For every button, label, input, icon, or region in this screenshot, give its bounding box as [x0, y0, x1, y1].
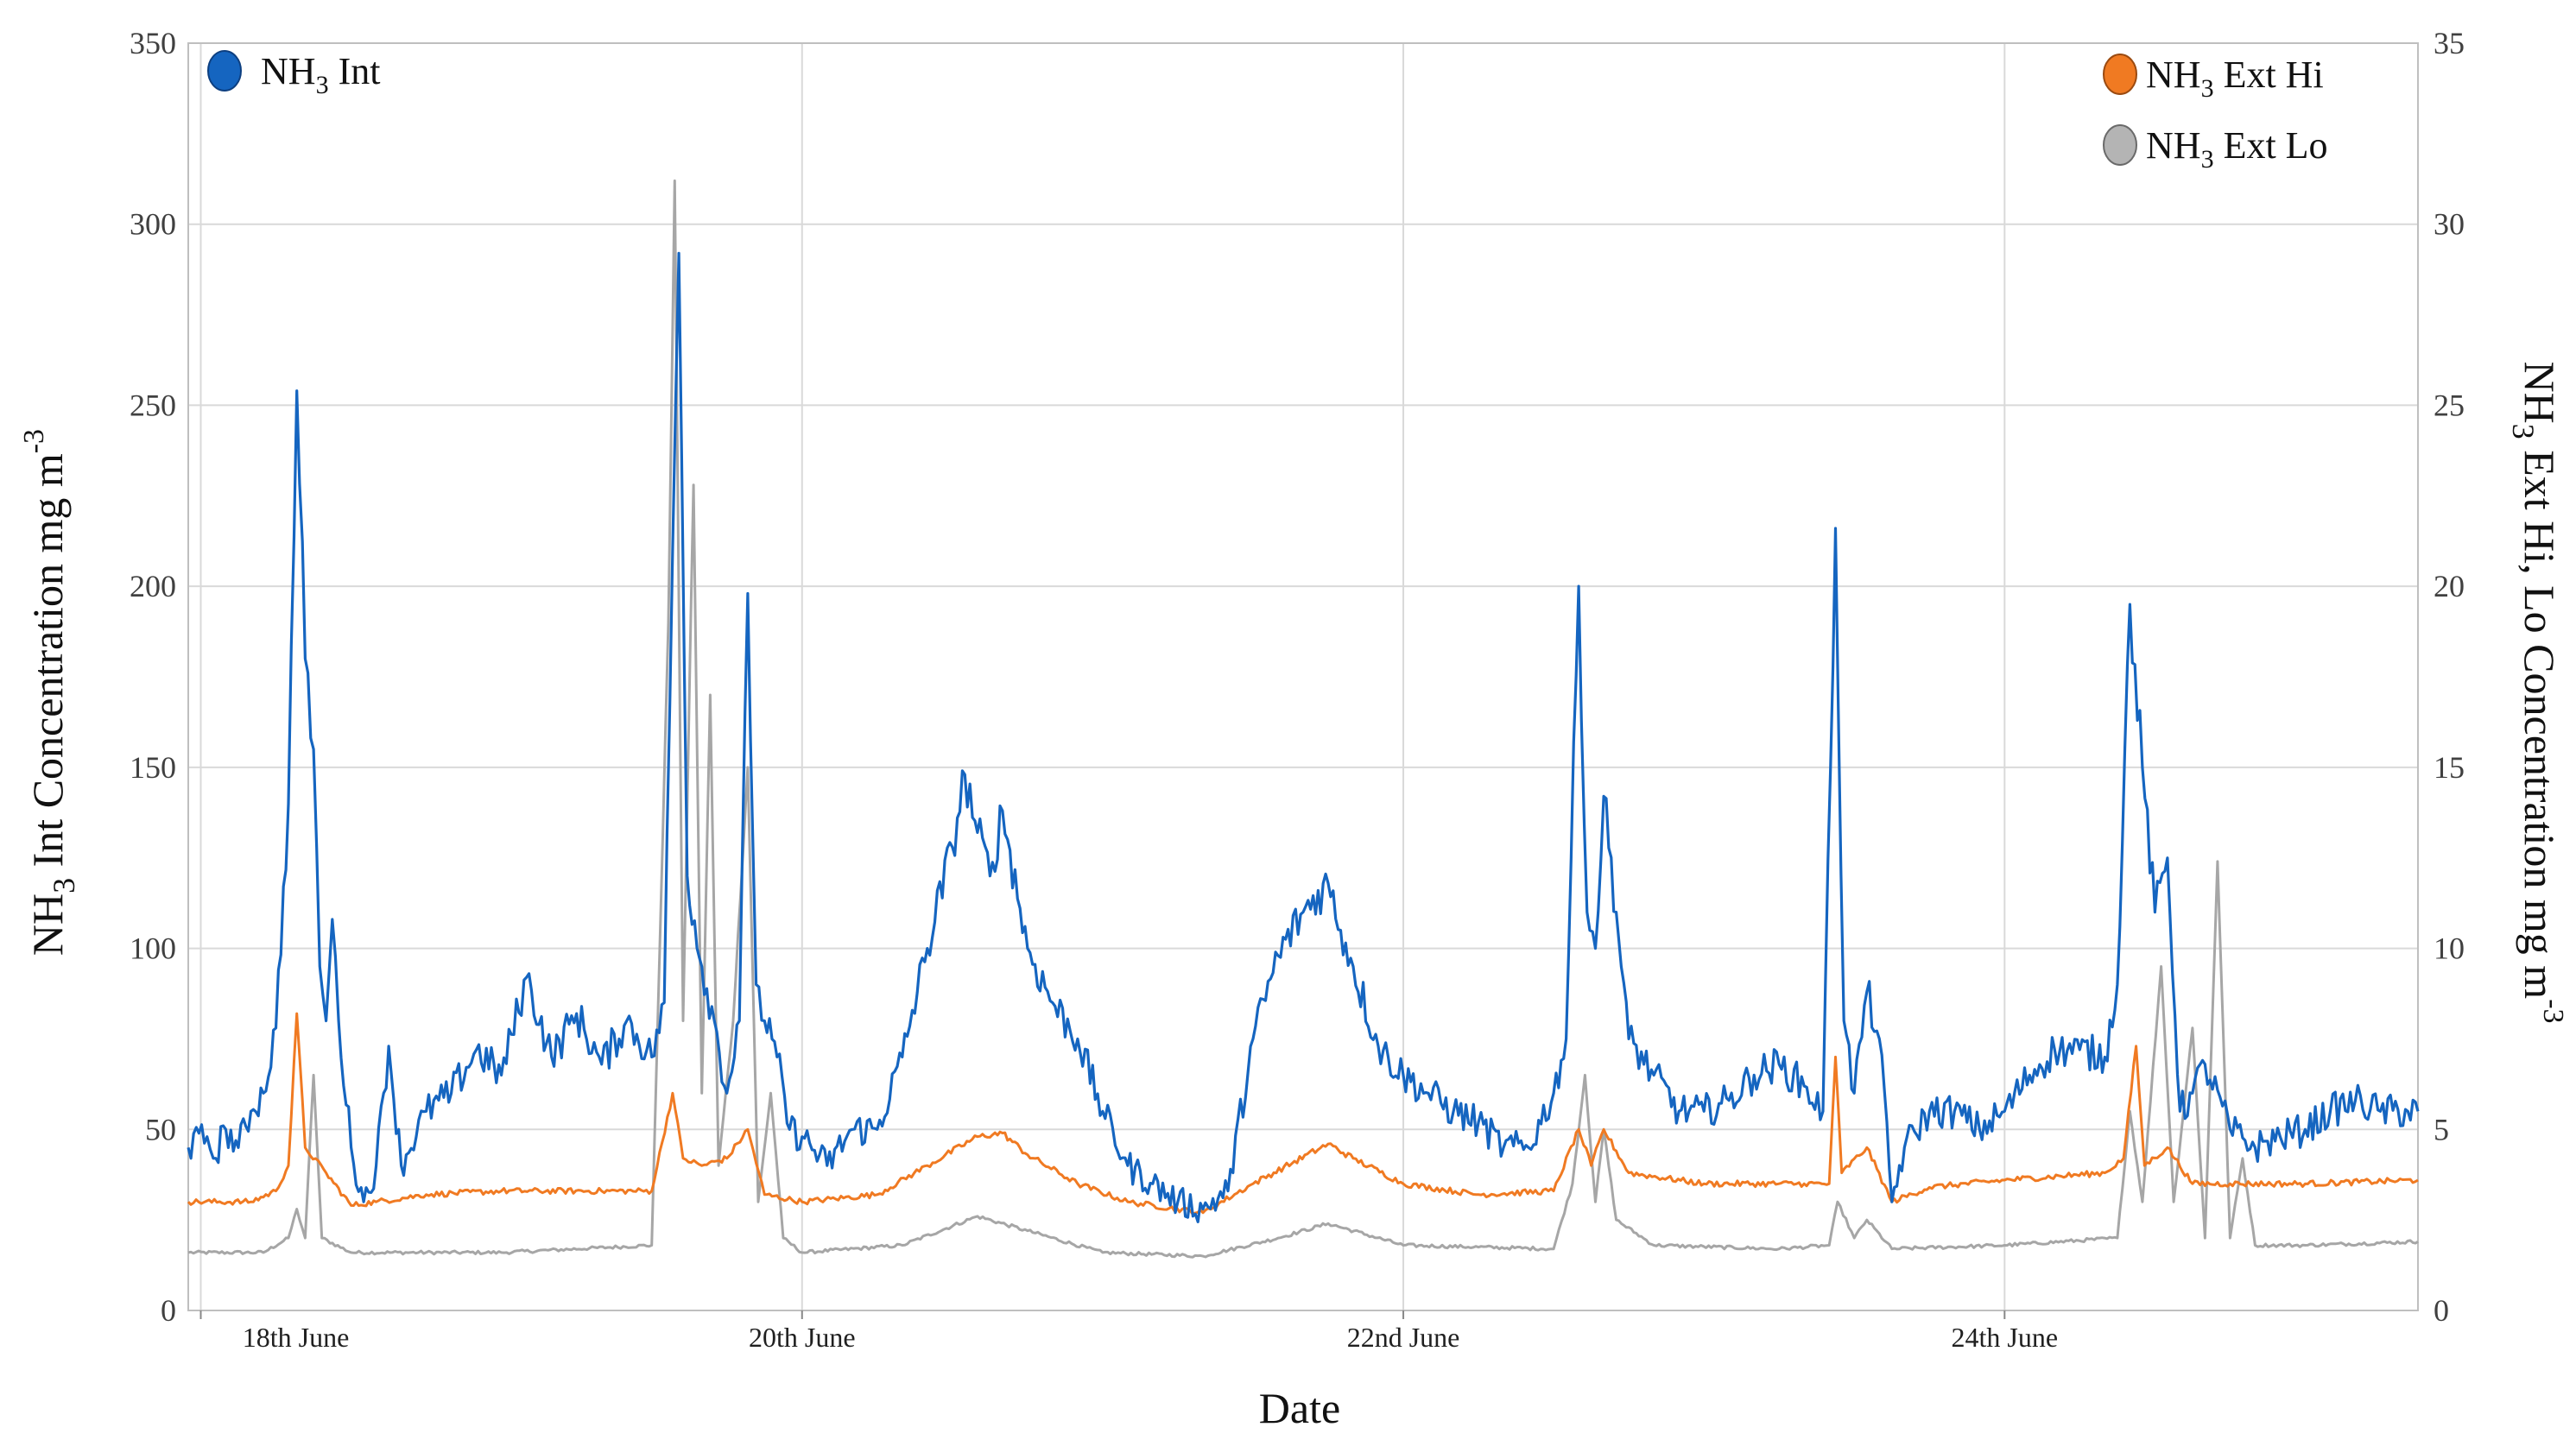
x-tick-label: 18th June — [243, 1322, 350, 1353]
plot-frame — [187, 42, 2419, 1311]
left-tick-label: 300 — [130, 207, 176, 242]
right-axis-title: NH3 Ext Hi, Lo Concentration mg m-3 — [2506, 361, 2569, 1023]
legend-hi: NH3 Ext Hi — [2103, 54, 2324, 103]
left-axis-title-post: Int Concentration mg m — [23, 453, 72, 878]
legend-hi-post: Ext Hi — [2214, 54, 2324, 96]
left-axis-title-sub: 3 — [47, 878, 81, 893]
right-tick-label: 35 — [2434, 26, 2465, 60]
right-axis-title-pre: NH — [2516, 361, 2564, 423]
legend-int-sub: 3 — [316, 71, 329, 99]
left-tick-label: 250 — [130, 388, 176, 422]
legend-lo-label: NH3 Ext Lo — [2146, 124, 2328, 174]
left-tick-label: 0 — [161, 1293, 176, 1328]
x-axis-ticks: 18th June 20th June 22nd June 24th June — [199, 1310, 2059, 1353]
right-axis-ticks: 0 5 10 15 20 25 30 35 — [2434, 26, 2465, 1328]
left-tick-label: 200 — [130, 569, 176, 603]
legend-int-label: NH3 Int — [261, 50, 380, 99]
gridlines — [188, 42, 2418, 1311]
legend-int: NH3 Int — [207, 50, 380, 99]
series-layer — [187, 179, 2420, 1259]
legend-lo-pre: NH — [2146, 124, 2201, 167]
legend-hi-label: NH3 Ext Hi — [2146, 54, 2324, 103]
left-tick-label: 150 — [130, 750, 176, 785]
right-tick-label: 15 — [2434, 750, 2465, 785]
legend-lo-sub: 3 — [2201, 145, 2214, 174]
series-line-lo — [187, 179, 2419, 1259]
legend-int-pre: NH — [261, 50, 316, 92]
right-tick-label: 5 — [2434, 1112, 2449, 1146]
x-tick-label: 24th June — [1952, 1322, 2059, 1353]
left-axis-title-pre: NH — [23, 893, 72, 956]
right-tick-label: 0 — [2434, 1293, 2449, 1328]
left-tick-label: 350 — [130, 26, 176, 60]
x-tick-label: 20th June — [749, 1322, 856, 1353]
legend-lo-marker — [2103, 124, 2137, 166]
right-tick-label: 10 — [2434, 931, 2465, 966]
x-axis-title: Date — [1259, 1384, 1340, 1432]
right-axis-title-post: Ext Hi, Lo Concentration mg m — [2516, 439, 2564, 1000]
legend-lo: NH3 Ext Lo — [2103, 124, 2328, 174]
right-axis-title-sup: -3 — [2537, 999, 2569, 1023]
left-axis-title: NH3 Int Concentration mg m-3 — [18, 429, 81, 956]
x-tick-label: 22nd June — [1347, 1322, 1460, 1353]
left-axis-ticks: 0 50 100 150 200 250 300 350 — [130, 26, 176, 1328]
legend-int-marker — [207, 50, 242, 92]
legend-int-post: Int — [329, 50, 381, 92]
right-tick-label: 20 — [2434, 569, 2465, 603]
series-line-hi — [187, 1012, 2419, 1216]
legend-hi-marker — [2103, 54, 2137, 95]
left-axis-title-sup: -3 — [18, 429, 50, 453]
right-tick-label: 25 — [2434, 388, 2465, 422]
legend-lo-post: Ext Lo — [2214, 124, 2328, 167]
left-tick-label: 100 — [130, 931, 176, 966]
series-line-int — [187, 251, 2420, 1224]
legend-hi-sub: 3 — [2201, 74, 2214, 103]
right-axis-title-sub: 3 — [2506, 424, 2541, 439]
left-tick-label: 50 — [145, 1112, 176, 1146]
legend-hi-pre: NH — [2146, 54, 2201, 96]
right-tick-label: 30 — [2434, 207, 2465, 242]
